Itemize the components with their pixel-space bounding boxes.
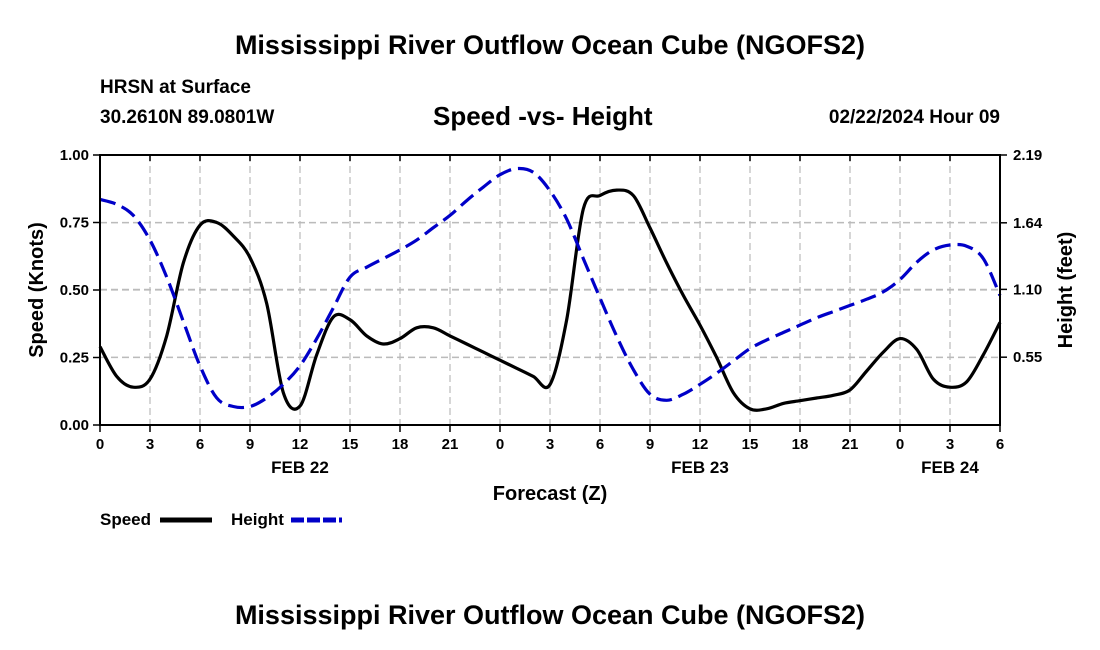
axes: 0 3 6 9 12 15 18 21 0 3 6 9 12 15 18 21 0 3 6 FEB 22 FEB 23 F… [60,147,1043,477]
x-tick-label: 0 [96,436,104,453]
x-axis-label: Forecast (Z) [493,483,607,505]
x-tick-label: 21 [842,436,859,453]
x-tick-label: 21 [442,436,459,453]
x-tick-label: 3 [546,436,554,453]
x-tick-label: 9 [246,436,254,453]
x-tick-label: 3 [946,436,954,453]
x-tick-label: 18 [392,436,409,453]
footer-title: Mississippi River Outflow Ocean Cube (NG… [234,600,866,630]
y2-axis-label: Height (feet) [1055,232,1077,349]
forecast-datetime: 02/22/2024 Hour 09 [828,107,1000,128]
legend-height-label: Height [231,510,284,529]
y-tick-label: 0.50 [60,282,89,299]
x-tick-label: 6 [596,436,604,453]
y-axis-label: Speed (Knots) [26,222,48,358]
y2-tick-label: 0.55 [1013,349,1042,366]
speed-series-line [98,188,1002,412]
chart-title: Mississippi River Outflow Ocean Cube (NG… [234,30,866,60]
series [98,166,1002,412]
x-tick-label: 0 [896,436,904,453]
y-tick-label: 0.00 [60,417,89,434]
x-tick-label: 18 [792,436,809,453]
y-tick-label: 1.00 [60,147,89,164]
y2-tick-label: 2.19 [1013,147,1042,164]
x-tick-label: 15 [742,436,759,453]
x-date-label: FEB 22 [271,458,329,477]
x-tick-label: 15 [342,436,359,453]
y-tick-label: 0.25 [60,350,89,367]
x-tick-label: 12 [692,436,709,453]
x-tick-label: 6 [196,436,204,453]
y2-tick-label: 1.64 [1013,215,1043,232]
x-tick-label: 9 [646,436,654,453]
chart-subtitle: Speed -vs- Height [433,101,653,131]
x-date-label: FEB 23 [671,458,729,477]
y2-tick-label: 1.10 [1013,281,1042,298]
x-tick-label: 6 [996,436,1004,453]
x-date-label: FEB 24 [921,458,979,477]
station-coordinates: 30.2610N 89.0801W [100,107,275,128]
legend-speed-label: Speed [100,510,151,529]
y-tick-label: 0.75 [60,215,89,232]
x-tick-label: 12 [292,436,309,453]
x-tick-label: 3 [146,436,154,453]
station-label: HRSN at Surface [100,77,251,98]
height-series-line [99,166,1002,410]
x-tick-label: 0 [496,436,504,453]
legend: Speed Height [100,510,342,529]
